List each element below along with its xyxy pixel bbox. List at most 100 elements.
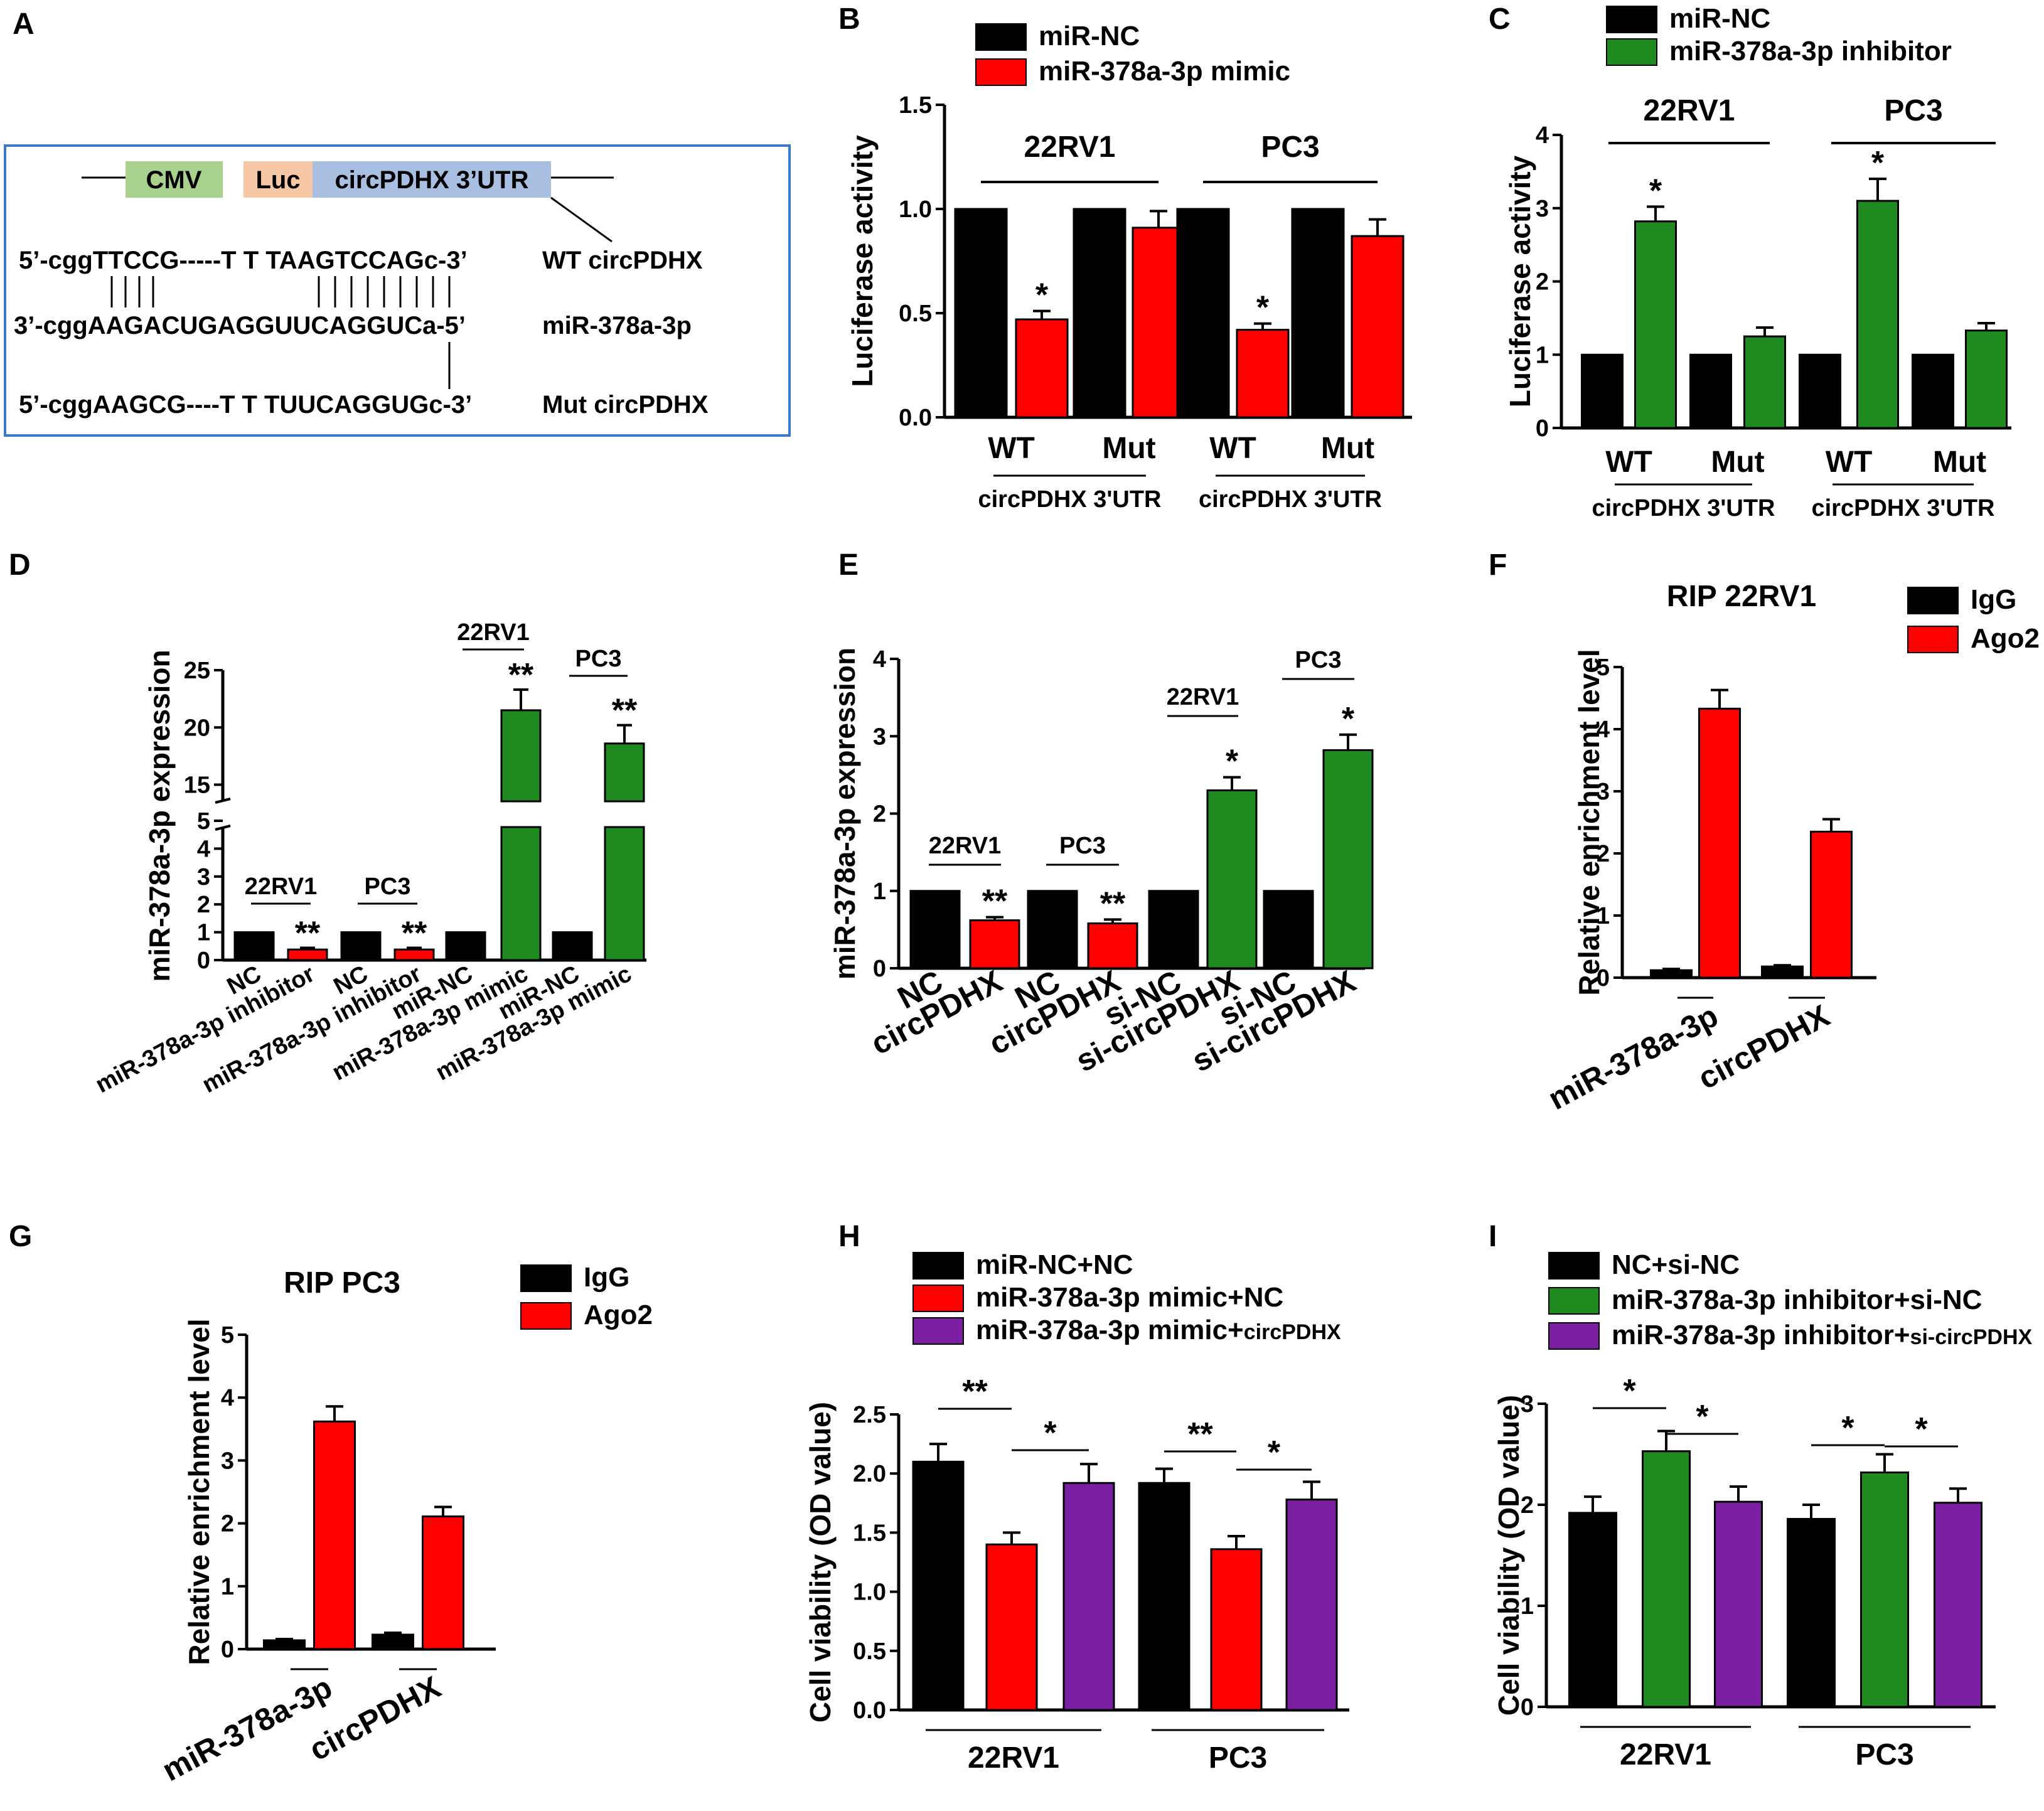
chart-e-y-tick-label: 2 [873, 801, 886, 828]
chart-g-title: RIP PC3 [284, 1266, 400, 1300]
chart-e-y-tick-label: 0 [873, 956, 886, 982]
panel-label-e: E [838, 548, 859, 582]
cmv-box [126, 161, 223, 198]
chart-b-bar [1073, 208, 1126, 419]
mut-sequence: 5’-cggAAGCG----T T TUUCAGGUGc-3’ [19, 391, 472, 419]
chart-c-bar [1743, 335, 1786, 429]
chart-h-legend-suffix: circPDHX [1244, 1320, 1341, 1344]
chart-c-x-label: WT [1605, 446, 1652, 479]
chart-c-y-tick-label: 3 [1536, 196, 1549, 222]
chart-e-group-label: PC3 [1059, 833, 1106, 859]
chart-d-bar [552, 931, 593, 961]
chart-h-bar [1062, 1482, 1115, 1711]
chart-d-group-label: PC3 [575, 646, 622, 672]
chart-b-bar [1291, 208, 1345, 419]
chart-b-legend-label: miR-378a-3p mimic [1039, 56, 1290, 87]
chart-h-y-tick-label: 2.0 [853, 1461, 886, 1487]
chart-h-group-label: 22RV1 [968, 1741, 1059, 1775]
chart-d-bar-upper [604, 742, 645, 803]
chart-i-y-tick-label: 3 [1521, 1391, 1534, 1418]
chart-d-y-tick-label: 3 [197, 864, 210, 890]
chart-h-y-tick-label: 1.5 [853, 1520, 886, 1546]
panel-label-c: C [1489, 3, 1511, 36]
chart-h-legend-swatch [912, 1317, 964, 1345]
chart-f-y-tick-label: 3 [1597, 779, 1610, 805]
pairing-lines [110, 276, 451, 389]
chart-e-group-label: PC3 [1295, 647, 1342, 673]
mir-sequence: 3’-cggAAGACUGAGGUUCAGGUCa-5’ [14, 312, 466, 339]
chart-e-bar [1206, 789, 1258, 970]
chart-g-y-tick-label: 2 [221, 1511, 234, 1537]
chart-b-legend-swatch [975, 23, 1027, 51]
chart-e-y-tick-label: 3 [873, 724, 886, 750]
chart-d-y-tick-label: 4 [197, 836, 210, 862]
chart-d-group-label: 22RV1 [245, 873, 318, 900]
chart-c-legend-swatch [1606, 38, 1657, 66]
chart-c-x-label: Mut [1933, 446, 1986, 479]
chart-g-legend-swatch [520, 1264, 572, 1292]
chart-g-bar [422, 1515, 464, 1650]
utr-box [313, 161, 551, 198]
chart-c-bar [1912, 353, 1954, 429]
chart-b-significance: * [1035, 277, 1049, 314]
chart-b-legend-label: miR-NC [1039, 21, 1140, 51]
chart-d-y-tick-label: 25 [184, 658, 210, 684]
chart-f-bar [1761, 965, 1804, 979]
chart-e-bar [1263, 890, 1314, 970]
chart-g-x-label: miR-378a-3p [156, 1669, 338, 1788]
chart-d-group-label: PC3 [365, 873, 411, 900]
chart-e-group-label: 22RV1 [929, 833, 1002, 859]
chart-c-bar [1634, 220, 1677, 429]
chart-h-y-tick-label: 0.5 [853, 1638, 886, 1665]
chart-f-legend-label: IgG [1971, 584, 2016, 615]
chart-i-bar [1934, 1502, 1982, 1708]
chart-d-bar-lower [604, 826, 645, 961]
chart-h-bar [912, 1460, 965, 1711]
chart-e-significance: * [1226, 744, 1239, 780]
chart-f-y-tick-label: 0 [1597, 965, 1610, 991]
chart-i-group-label: 22RV1 [1620, 1738, 1711, 1771]
panel-label-a: A [13, 8, 35, 41]
chart-e-bar [1322, 749, 1374, 970]
chart-b-y-tick-label: 0.0 [899, 405, 932, 431]
chart-i-comparison-star: * [1841, 1410, 1854, 1446]
chart-f-bar [1650, 969, 1693, 979]
chart-c-sub-label: circPDHX 3'UTR [1592, 495, 1775, 521]
chart-h-bar [985, 1543, 1038, 1711]
chart-i-group-label: PC3 [1855, 1738, 1913, 1771]
chart-f-y-tick-label: 2 [1597, 841, 1610, 867]
chart-g-legend-swatch [520, 1302, 572, 1330]
chart-c-y-tick-label: 0 [1536, 415, 1549, 442]
chart-e-y-tick-label: 1 [873, 879, 886, 905]
chart-h-group-label: PC3 [1209, 1741, 1267, 1775]
mut-name: Mut circPDHX [542, 391, 709, 419]
panel-label-b: B [838, 3, 860, 36]
chart-d-y-tick-label: 1 [197, 920, 210, 946]
chart-h-bar [1210, 1548, 1263, 1711]
chart-e-bar [909, 890, 961, 970]
chart-g-legend-label: Ago2 [584, 1300, 653, 1330]
chart-b-bar [1236, 329, 1290, 419]
chart-b-x-label: WT [1209, 432, 1256, 465]
chart-i-legend-label: miR-378a-3p inhibitor+si-circPDHX [1612, 1320, 2033, 1350]
chart-f-y-tick-label: 4 [1597, 717, 1610, 743]
wt-sequence: 5’-cggTTCCG-----T T TAAGTCCAGc-3’ [19, 247, 468, 274]
chart-i-y-tick-label: 2 [1521, 1492, 1534, 1519]
luc-label: Luc [255, 166, 300, 194]
chart-c-legend-label: miR-NC [1669, 3, 1770, 34]
panel-a-diagram: CMV Luc circPDHX 3’UTR 5’-cggTTCCG-----T… [4, 144, 791, 437]
chart-g-y-tick-label: 5 [221, 1322, 234, 1349]
chart-e-y-tick-label: 4 [873, 646, 886, 673]
chart-b-legend-swatch [975, 58, 1027, 86]
chart-d-y-tick-label: 0 [197, 948, 210, 974]
chart-h-y-label: Cell viability (OD value) [804, 1402, 837, 1723]
chart-c-x-label: WT [1826, 446, 1873, 479]
chart-c-y-tick-label: 1 [1536, 342, 1549, 368]
chart-e-significance: ** [1100, 885, 1126, 922]
chart-i-legend-label: NC+si-NC [1612, 1249, 1740, 1280]
chart-b-y-tick-label: 0.5 [899, 301, 932, 327]
chart-c-legend-label: miR-378a-3p inhibitor [1669, 36, 1952, 67]
chart-g-legend-label: IgG [584, 1262, 629, 1293]
chart-h-y-tick-label: 2.5 [853, 1402, 886, 1428]
chart-c-significance: * [1649, 173, 1662, 209]
